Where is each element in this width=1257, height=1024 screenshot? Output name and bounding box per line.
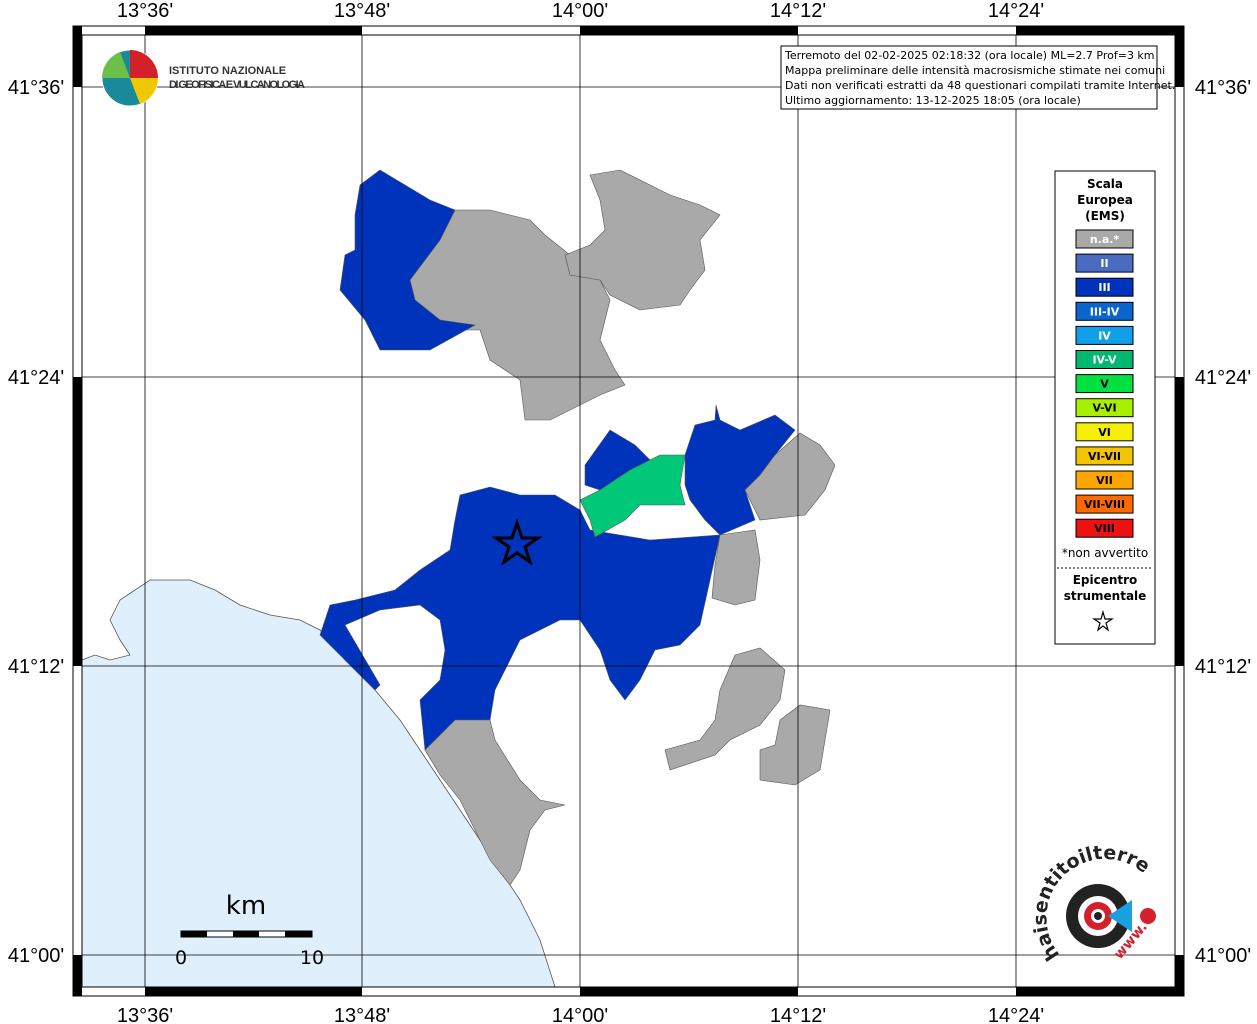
- info-line: Terremoto del 02-02-2025 02:18:32 (ora l…: [784, 49, 1155, 62]
- lon-label: 13°36': [117, 1005, 173, 1024]
- lon-label: 14°12': [770, 1005, 826, 1024]
- lat-label: 41°12': [1195, 656, 1251, 678]
- graticule: [82, 35, 1175, 987]
- legend-label: IV-V: [1092, 354, 1117, 367]
- legend-note: *non avvertito: [1062, 546, 1148, 560]
- scale-label: 0: [175, 947, 187, 969]
- municipality: [759, 704, 831, 786]
- legend-swatch: [1075, 422, 1134, 442]
- lat-label: 41°00': [1195, 945, 1251, 967]
- info-line: Dati non verificati estratti da 48 quest…: [785, 79, 1175, 92]
- legend-label: VI: [1098, 426, 1111, 439]
- lon-label: 14°00': [552, 1005, 608, 1024]
- lon-label: 13°48': [334, 1005, 390, 1024]
- lat-label: 41°36': [8, 77, 64, 99]
- lon-label: 14°24': [988, 0, 1044, 22]
- legend-label: VII-VIII: [1084, 498, 1125, 511]
- legend-swatch: [1075, 470, 1134, 490]
- legend-title: Europea: [1077, 193, 1133, 207]
- municipalities: [319, 169, 836, 886]
- scale-bar: km 0 10: [175, 891, 324, 969]
- epicentre-star: [491, 518, 543, 566]
- legend-label: V-VI: [1092, 402, 1116, 415]
- legend-swatch: [1075, 301, 1134, 321]
- lat-label: 41°36': [1195, 77, 1251, 99]
- municipality: [409, 209, 626, 421]
- lon-label: 13°48': [334, 0, 390, 22]
- legend-label: VIII: [1094, 522, 1115, 535]
- legend-swatch: [1075, 350, 1134, 369]
- legend-label: VII: [1096, 474, 1113, 487]
- municipality: [339, 169, 476, 351]
- info-line: Ultimo aggiornamento: 13-12-2025 18:05 (…: [785, 94, 1081, 107]
- legend-star: [1092, 609, 1114, 632]
- municipality: [424, 719, 566, 886]
- lat-label: 41°00': [8, 945, 64, 967]
- legend-label: III: [1098, 281, 1110, 294]
- info-line: Mappa preliminare delle intensità macros…: [785, 64, 1165, 77]
- frame: [72, 25, 1185, 997]
- lon-label: 14°24': [988, 1005, 1044, 1024]
- legend-epicentre: strumentale: [1064, 589, 1147, 603]
- lon-label: 13°36': [117, 0, 173, 22]
- logo-text: DI GEOFISICA E VULCANOLOGIA: [169, 79, 305, 91]
- legend-swatch: [1075, 325, 1134, 345]
- municipality: [711, 529, 761, 606]
- legend-label: III-IV: [1090, 305, 1120, 318]
- logo-text: ISTITUTO NAZIONALE: [169, 65, 286, 77]
- legend-epicentre: Epicentro: [1073, 573, 1138, 587]
- legend-title: (EMS): [1085, 209, 1125, 223]
- lat-label: 41°24': [1195, 367, 1251, 389]
- legend-swatch: [1075, 446, 1134, 466]
- legend: ScalaEuropea(EMS)n.a.*IIIIIIII-IVIVIV-VV…: [1062, 177, 1148, 603]
- municipality: [744, 432, 836, 521]
- legend-swatch: [1075, 518, 1134, 538]
- municipality: [579, 454, 686, 538]
- municipality: [664, 647, 786, 771]
- scale-label: 10: [300, 947, 324, 969]
- ingv-logo: ISTITUTO NAZIONALE DI GEOFISICA E VULCAN…: [101, 49, 305, 107]
- legend-swatch: [1075, 277, 1134, 297]
- legend-label: IV: [1098, 329, 1111, 342]
- lon-label: 14°12': [770, 0, 826, 22]
- info-box: [780, 45, 1158, 110]
- legend-label: VI-VII: [1088, 450, 1121, 463]
- legend-swatch: [1075, 494, 1134, 514]
- info: Terremoto del 02-02-2025 02:18:32 (ora l…: [784, 49, 1175, 107]
- legend-label: n.a.*: [1090, 233, 1120, 246]
- legend-title: Scala: [1087, 177, 1123, 191]
- legend-label: II: [1100, 257, 1108, 270]
- legend-swatch: [1075, 374, 1134, 394]
- legend-swatch: [1075, 253, 1134, 273]
- legend-swatch: [1075, 398, 1134, 418]
- municipality: [319, 486, 721, 751]
- lat-label: 41°24': [8, 367, 64, 389]
- municipality: [564, 169, 721, 311]
- lat-label: 41°12': [8, 656, 64, 678]
- axis-labels: 13°36' 13°36' 13°48' 13°48' 14°00' 14°00' 14°1…: [8, 0, 1251, 1024]
- legend-swatch: [1075, 229, 1134, 249]
- lon-label: 14°00': [552, 0, 608, 22]
- scale-unit: km: [226, 891, 266, 921]
- legend-label: V: [1100, 378, 1109, 391]
